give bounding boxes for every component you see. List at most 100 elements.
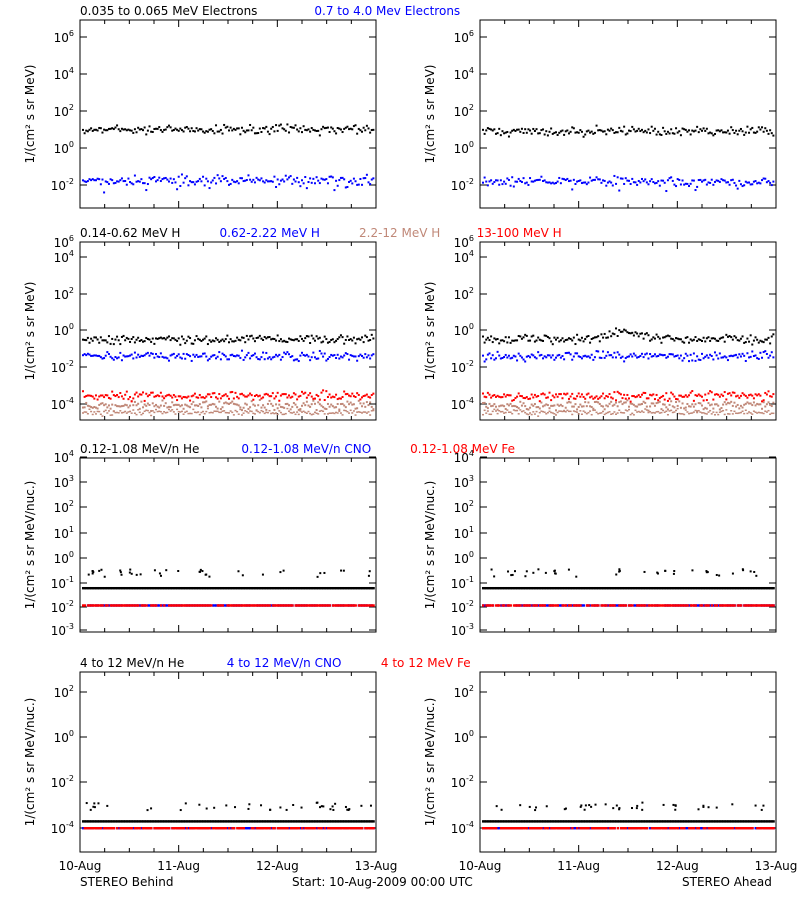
data-point	[629, 820, 633, 823]
data-point	[692, 352, 695, 355]
data-point	[106, 827, 109, 830]
data-point	[179, 809, 182, 812]
data-point	[748, 131, 751, 134]
data-point	[344, 393, 347, 396]
data-point	[333, 406, 336, 409]
data-point	[710, 132, 713, 135]
data-point	[694, 189, 697, 192]
data-point	[231, 129, 234, 132]
data-point	[499, 411, 502, 413]
data-point	[310, 356, 313, 359]
data-point	[603, 408, 606, 411]
data-point	[83, 395, 86, 398]
data-point	[278, 827, 281, 830]
data-point	[231, 411, 234, 414]
data-point	[662, 820, 665, 823]
data-point	[169, 604, 172, 607]
data-point	[336, 126, 339, 129]
data-point	[668, 820, 671, 823]
data-point	[224, 126, 227, 129]
data-point	[631, 125, 634, 128]
data-point	[681, 127, 684, 130]
data-point	[602, 827, 605, 830]
data-point	[268, 356, 271, 359]
data-point	[679, 413, 682, 415]
data-point	[228, 129, 230, 132]
data-point	[546, 336, 549, 339]
data-point	[608, 604, 611, 607]
data-point	[713, 820, 717, 823]
data-point	[723, 401, 726, 404]
data-point	[333, 604, 336, 607]
data-point	[663, 411, 666, 413]
data-point	[224, 827, 228, 830]
data-point	[626, 355, 629, 358]
data-point	[179, 586, 182, 590]
data-point	[715, 339, 718, 342]
data-point	[634, 130, 637, 133]
data-point	[712, 820, 715, 823]
data-point	[273, 412, 276, 415]
data-point	[205, 820, 208, 823]
data-point	[696, 125, 699, 128]
data-point	[512, 354, 515, 357]
data-point	[761, 400, 764, 403]
data-point	[647, 409, 650, 412]
data-point	[155, 337, 157, 340]
data-point	[310, 127, 313, 130]
data-point	[767, 820, 770, 823]
data-point	[504, 353, 507, 356]
data-point	[164, 128, 167, 131]
data-point	[189, 604, 192, 607]
data-point	[707, 586, 710, 590]
data-point	[636, 129, 639, 132]
data-point	[169, 820, 172, 823]
data-point	[180, 410, 183, 413]
data-point	[260, 586, 263, 590]
data-point	[756, 820, 759, 823]
data-point	[163, 397, 166, 400]
data-point	[605, 133, 608, 136]
data-point	[119, 392, 122, 395]
data-point	[335, 393, 338, 396]
data-point	[129, 340, 132, 343]
data-point	[746, 412, 749, 415]
data-point	[490, 335, 493, 338]
data-point	[284, 412, 287, 415]
data-point	[176, 408, 179, 411]
data-point	[91, 413, 94, 416]
data-point	[294, 586, 297, 590]
data-point	[151, 586, 155, 590]
data-point	[571, 820, 574, 823]
data-point	[618, 353, 621, 356]
data-point	[606, 405, 609, 408]
data-point	[524, 128, 527, 131]
data-point	[122, 411, 125, 414]
data-point	[93, 397, 96, 400]
series-3	[82, 389, 375, 403]
data-point	[156, 394, 159, 397]
data-point	[765, 604, 769, 607]
data-point	[671, 405, 674, 408]
data-point	[309, 341, 312, 344]
data-point	[276, 413, 279, 416]
data-point	[509, 586, 512, 590]
data-point	[349, 127, 352, 130]
data-point	[517, 827, 521, 830]
data-point	[653, 404, 656, 407]
data-point	[590, 820, 594, 823]
data-point	[215, 410, 218, 413]
data-point	[684, 128, 687, 131]
data-point	[770, 412, 773, 415]
data-point	[114, 181, 117, 184]
data-point	[501, 396, 504, 399]
data-point	[315, 827, 318, 830]
data-point	[532, 827, 535, 830]
data-point	[161, 820, 164, 823]
data-point	[344, 406, 347, 409]
data-point	[211, 604, 215, 607]
data-point	[567, 337, 570, 340]
data-point	[509, 357, 512, 360]
data-point	[161, 355, 164, 358]
data-point	[501, 604, 504, 607]
